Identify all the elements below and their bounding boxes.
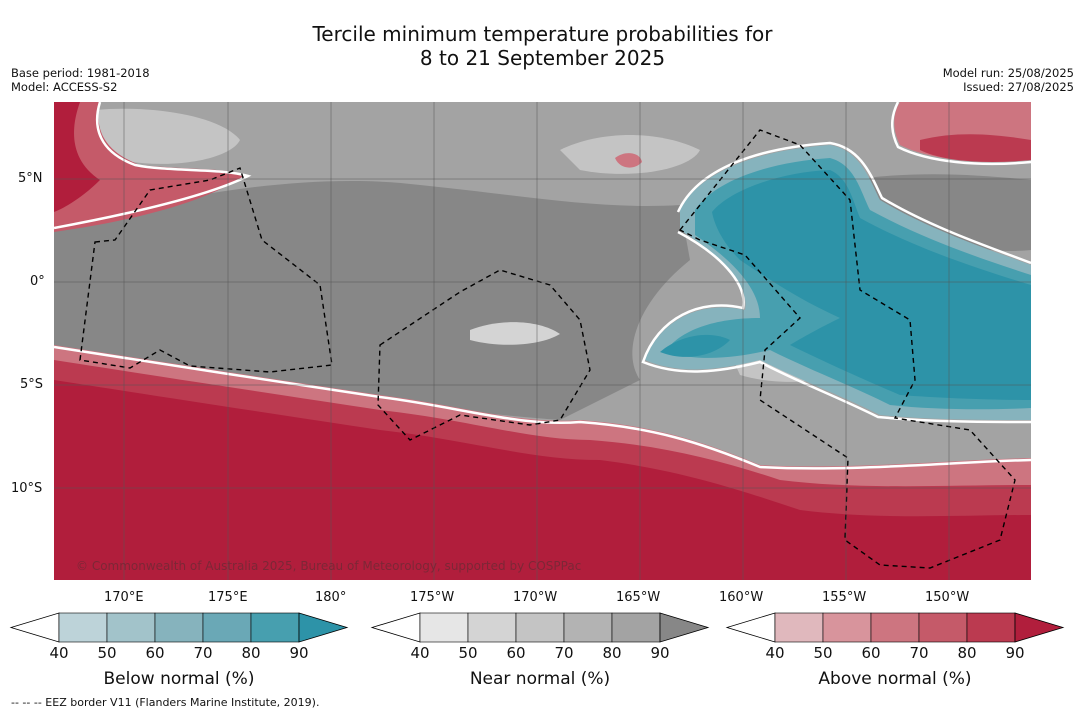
lat-tick: 5°S [20,377,44,392]
lon-tick: 160°W [719,590,764,605]
colorbar-tick-label: 40 [49,644,69,662]
colorbar-tick-label: 70 [909,644,929,662]
model-name: Model: ACCESS-S2 [11,80,118,94]
eez-footnote: -- -- -- EEZ border V11 (Flanders Marine… [11,696,320,709]
graticule [54,102,1031,580]
above-normal-north-east-core [920,134,1031,162]
colorbar-segment [870,612,920,643]
colorbar-extend-low [9,612,60,643]
lon-tick: 155°W [822,590,867,605]
colorbar-segment [563,612,613,643]
colorbar-segment [250,612,300,643]
colorbar-extend-high [298,612,349,643]
above-normal-north-west-core [54,102,100,212]
map-title: Tercile minimum temperature probabilitie… [0,22,1085,70]
title-line-1: Tercile minimum temperature probabilitie… [312,22,773,46]
colorbar-extend-high [659,612,710,643]
lat-tick: 0° [30,274,45,289]
contour-line-ne-red [891,102,1031,166]
copyright-text: © Commonwealth of Australia 2025, Bureau… [76,559,581,573]
lon-tick: 165°W [616,590,661,605]
colorbar-tick-label: 80 [602,644,622,662]
colorbar-extend-low [725,612,776,643]
colorbar-tick-label: 90 [289,644,309,662]
colorbar-tick-label: 80 [957,644,977,662]
eez-borders [79,129,1016,569]
colorbar-segment [611,612,661,643]
colorbar-tick-label: 50 [813,644,833,662]
contour-line-south-red [54,345,1031,470]
near-normal-low-zone [93,108,240,164]
above-normal-south-core [54,380,1031,580]
colorbar-tick-label: 60 [145,644,165,662]
title-line-2: 8 to 21 September 2025 [419,46,666,70]
colorbar-tick-label: 40 [765,644,785,662]
meta-right: Model run: 25/08/2025 Issued: 27/08/2025 [943,66,1074,94]
colorbar-tick-label: 90 [1005,644,1025,662]
colorbar-segment [918,612,968,643]
colorbar-segment [58,612,108,643]
lon-tick: 150°W [925,590,970,605]
colorbar-above [725,612,1065,643]
model-run: Model run: 25/08/2025 [942,66,1074,80]
lat-tick: 5°N [18,171,43,186]
contour-line-north-red [54,102,252,230]
colorbar-tick-label: 50 [458,644,478,662]
lon-tick: 175°W [410,590,455,605]
near-normal-high-zone [54,181,690,420]
colorbar-segment [774,612,824,643]
meta-left: Base period: 1981-2018 Model: ACCESS-S2 [11,66,150,94]
lon-tick: 175°E [208,590,248,605]
colorbar-segment [467,612,517,643]
colorbar-segment [515,612,565,643]
colorbar-tick-label: 80 [241,644,261,662]
colorbar-label: Below normal (%) [103,669,255,689]
colorbar-label: Near normal (%) [469,669,611,689]
colorbar-segment [154,612,204,643]
colorbar-segment [202,612,252,643]
near-normal-high-zone-east [850,174,1031,251]
map-area [54,102,1031,580]
colorbar-tick-label: 60 [506,644,526,662]
colorbar-tick-label: 90 [650,644,670,662]
colorbar-label: Above normal (%) [818,669,972,689]
colorbar-segment [106,612,156,643]
below-normal-core-south [660,334,730,357]
eez-border-center [377,269,591,441]
lon-tick: 170°E [104,590,144,605]
lon-tick: 170°W [513,590,558,605]
colorbar-near [370,612,710,643]
below-normal-core [712,170,1031,400]
colorbar-segment [419,612,469,643]
colorbar-extend-low [370,612,421,643]
near-normal-low-zone-3 [470,322,560,345]
colorbar-tick-label: 70 [554,644,574,662]
colorbar-segment [966,612,1016,643]
colorbar-segment [822,612,872,643]
eez-border-west [79,167,333,373]
colorbar-tick-label: 40 [410,644,430,662]
base-period: Base period: 1981-2018 [11,66,150,80]
colorbar-tick-label: 60 [861,644,881,662]
colorbar-tick-label: 50 [97,644,117,662]
lat-tick: 10°S [11,481,43,496]
colorbar-extend-high [1014,612,1065,643]
above-normal-patch [615,153,642,168]
issued-date: Issued: 27/08/2025 [963,80,1074,94]
eez-border-east [678,129,1016,569]
colorbar-below [9,612,349,643]
colorbar-tick-label: 70 [193,644,213,662]
lon-tick: 180° [315,590,347,605]
